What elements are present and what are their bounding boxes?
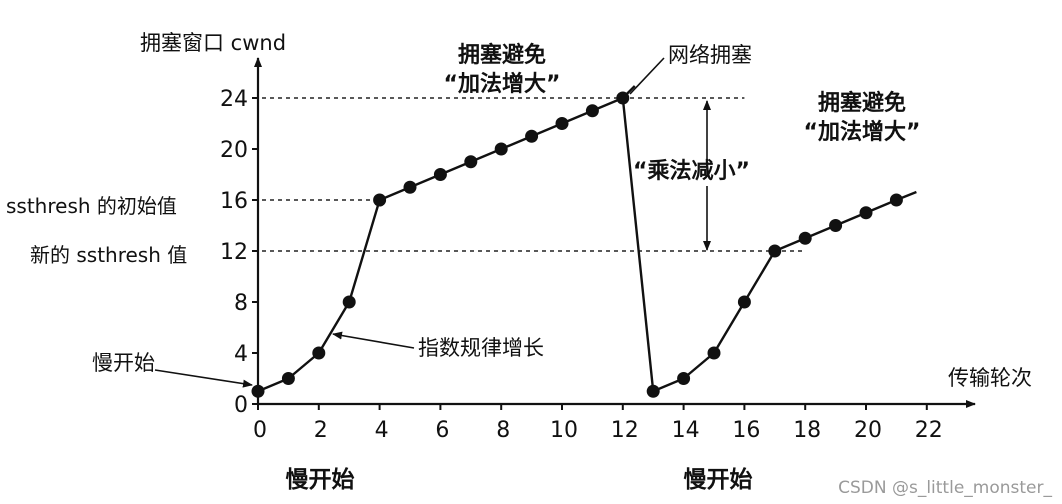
y-tick-label: 4 xyxy=(234,342,248,367)
y-tick-label: 20 xyxy=(220,138,248,163)
slow-start-pointer xyxy=(154,369,253,388)
data-point xyxy=(768,244,782,258)
data-point xyxy=(646,384,660,398)
data-point xyxy=(525,129,539,143)
congestion-avoidance-1-line2: “加法增大” xyxy=(444,71,561,97)
congestion-avoidance-1-line1: 拥塞避免 xyxy=(458,42,546,68)
data-point xyxy=(403,180,417,194)
data-point xyxy=(433,168,447,181)
bottom-slow-start-1: 慢开始 xyxy=(286,466,355,493)
data-point xyxy=(798,231,812,245)
data-point xyxy=(829,219,843,232)
x-tick-label: 10 xyxy=(550,418,578,443)
data-point xyxy=(312,346,326,360)
watermark: CSDN @s_little_monster_ xyxy=(838,478,1052,498)
x-tick-label: 22 xyxy=(915,418,943,443)
ssthresh-initial-label: ssthresh 的初始值 xyxy=(6,194,177,218)
x-tick-label: 14 xyxy=(672,418,700,443)
y-tick-label: 8 xyxy=(234,291,248,316)
data-point xyxy=(889,193,903,207)
data-point xyxy=(707,346,721,360)
y-tick-label: 0 xyxy=(234,393,248,418)
y-tick-label: 16 xyxy=(220,189,248,214)
data-point xyxy=(373,193,387,207)
slow-start-left-label: 慢开始 xyxy=(92,351,155,375)
data-point xyxy=(585,104,599,118)
ssthresh-new-label: 新的 ssthresh 值 xyxy=(30,243,187,267)
data-point xyxy=(251,384,265,398)
data-point xyxy=(859,206,873,220)
data-point xyxy=(677,372,691,385)
x-tick-label: 18 xyxy=(793,418,821,443)
x-tick-label: 4 xyxy=(375,418,389,443)
congestion-pointer xyxy=(629,57,665,95)
cwnd-line xyxy=(257,96,897,393)
data-point xyxy=(464,155,478,169)
x-tick-label: 6 xyxy=(435,418,449,443)
data-point xyxy=(494,142,508,156)
network-congestion-label: 网络拥塞 xyxy=(668,43,752,67)
x-axis-label: 传输轮次 xyxy=(948,366,1032,390)
x-tick-label: 8 xyxy=(496,418,510,443)
data-point xyxy=(737,295,751,309)
y-axis-label: 拥塞窗口 cwnd xyxy=(140,31,286,55)
exponential-pointer xyxy=(332,331,415,349)
congestion-avoidance-2-line2: “加法增大” xyxy=(804,119,921,145)
x-tick-label: 12 xyxy=(611,418,639,443)
x-tick-label: 2 xyxy=(314,418,328,443)
x-tick-label: 20 xyxy=(854,418,882,443)
exponential-growth-label: 指数规律增长 xyxy=(418,336,544,360)
y-tick-label: 12 xyxy=(220,240,248,265)
data-point xyxy=(616,91,630,105)
x-tick-label: 0 xyxy=(253,418,267,443)
data-point xyxy=(342,295,356,309)
congestion-avoidance-2-line1: 拥塞避免 xyxy=(818,90,906,116)
bottom-slow-start-2: 慢开始 xyxy=(684,466,753,493)
y-tick-label: 24 xyxy=(220,87,248,112)
data-point xyxy=(555,117,569,130)
multiplicative-decrease-label: “乘法减小” xyxy=(633,158,750,184)
data-point xyxy=(281,372,295,385)
x-tick-label: 16 xyxy=(732,418,760,443)
